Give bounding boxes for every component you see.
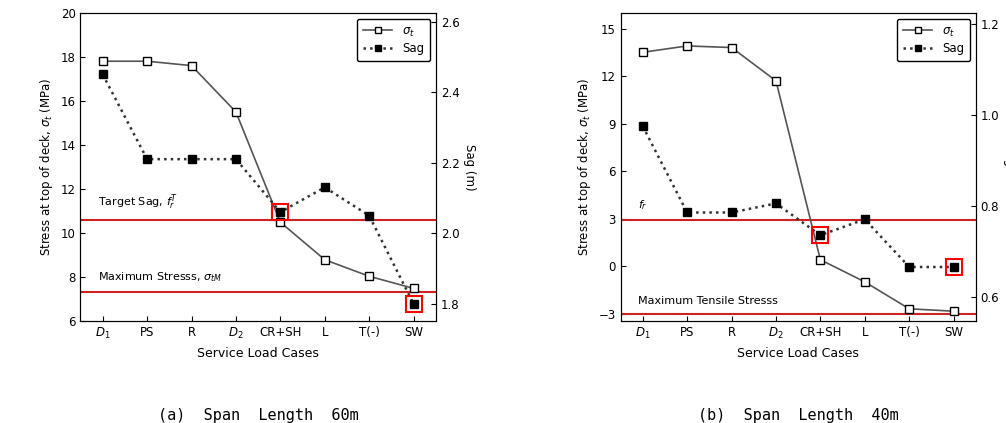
Text: (a)  Span  Length  60m: (a) Span Length 60m — [158, 408, 358, 423]
Text: (b)  Span  Length  40m: (b) Span Length 40m — [698, 408, 898, 423]
Legend: $\sigma_t$, Sag: $\sigma_t$, Sag — [897, 19, 970, 61]
Y-axis label: Stress at top of deck, $\sigma_t$ (MPa): Stress at top of deck, $\sigma_t$ (MPa) — [575, 78, 593, 256]
X-axis label: Service Load Cases: Service Load Cases — [737, 347, 859, 360]
Text: Target Sag, $f_r^T$: Target Sag, $f_r^T$ — [99, 193, 178, 212]
X-axis label: Service Load Cases: Service Load Cases — [197, 347, 319, 360]
Y-axis label: Stress at top of deck, $\sigma_t$ (MPa): Stress at top of deck, $\sigma_t$ (MPa) — [38, 78, 55, 256]
Y-axis label: Sag (m): Sag (m) — [1003, 144, 1006, 190]
Text: $f_r$: $f_r$ — [638, 199, 648, 212]
Text: Maximum Stresss, $\sigma_{tM}$: Maximum Stresss, $\sigma_{tM}$ — [99, 270, 222, 284]
Legend: $\sigma_t$, Sag: $\sigma_t$, Sag — [357, 19, 430, 61]
Text: Maximum Tensile Stresss: Maximum Tensile Stresss — [638, 296, 779, 306]
Y-axis label: Sag (m): Sag (m) — [463, 144, 476, 190]
